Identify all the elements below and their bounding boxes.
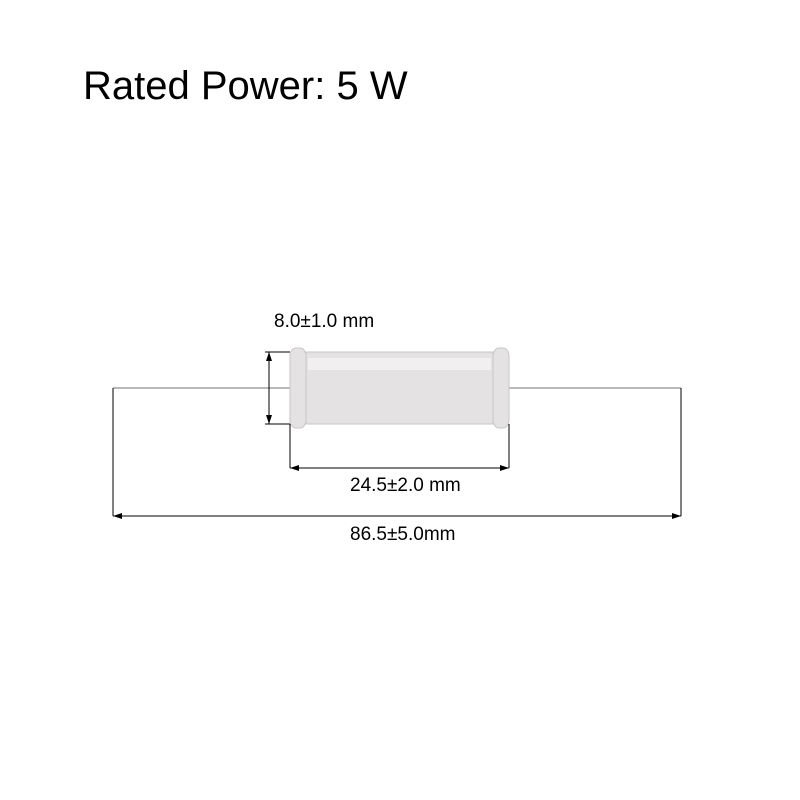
diagram-canvas: Rated Power: 5 W 8.0±1.0 mm 24.5±2.0 mm …: [0, 0, 800, 800]
resistor-cap-left: [290, 348, 306, 428]
arrowhead: [290, 465, 299, 471]
resistor-cap-right: [493, 348, 509, 428]
arrowhead: [500, 465, 509, 471]
arrowhead: [266, 352, 272, 361]
dim-diameter-label: 8.0±1.0 mm: [274, 311, 374, 333]
resistor-highlight: [308, 358, 491, 370]
arrowhead: [672, 513, 681, 519]
dim-overall-length-label: 86.5±5.0mm: [350, 524, 455, 546]
arrowhead: [266, 415, 272, 424]
arrowhead: [113, 513, 122, 519]
dim-body-length-label: 24.5±2.0 mm: [350, 475, 461, 497]
resistor-diagram: [0, 0, 800, 800]
